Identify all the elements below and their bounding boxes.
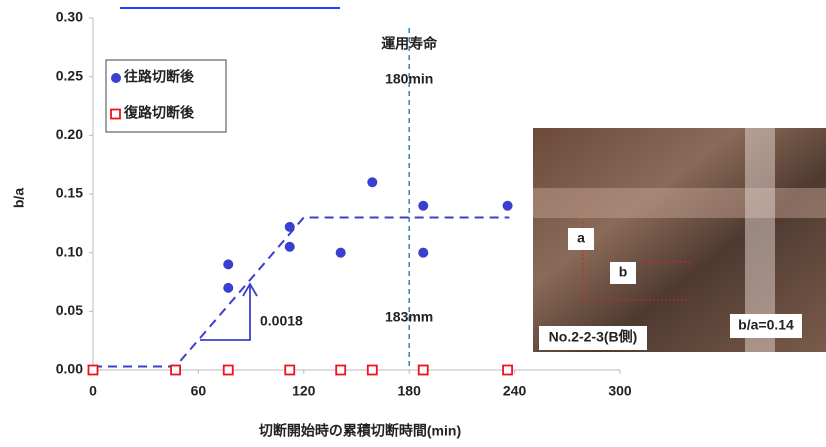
legend-swatch bbox=[111, 73, 121, 83]
legend-label: 往路切断後 bbox=[124, 69, 195, 85]
y-tick-label: 0.30 bbox=[56, 9, 83, 25]
trend-line bbox=[93, 217, 509, 366]
point-square bbox=[336, 366, 345, 375]
legend-label: 復路切断後 bbox=[123, 105, 195, 121]
photo-highlight bbox=[533, 188, 826, 218]
y-axis-title: b/a bbox=[11, 188, 27, 208]
ratio-label: b/a=0.14 bbox=[738, 317, 794, 333]
point-circle bbox=[285, 222, 295, 232]
y-tick-label: 0.20 bbox=[56, 126, 83, 142]
point-circle bbox=[503, 201, 513, 211]
slope-label: 0.0018 bbox=[260, 313, 303, 329]
point-square bbox=[503, 366, 512, 375]
point-circle bbox=[418, 201, 428, 211]
y-tick-label: 0.25 bbox=[56, 67, 83, 83]
x-tick-label: 240 bbox=[503, 383, 527, 399]
x-tick-label: 180 bbox=[398, 383, 422, 399]
x-tick-label: 0 bbox=[89, 383, 97, 399]
x-axis-title: 切断開始時の累積切断時間(min) bbox=[259, 423, 461, 439]
life-value-label: 180min bbox=[385, 71, 433, 87]
y-tick-label: 0.00 bbox=[56, 361, 83, 377]
length-label: 183mm bbox=[385, 309, 433, 325]
point-circle bbox=[285, 242, 295, 252]
x-tick-label: 120 bbox=[292, 383, 316, 399]
point-square bbox=[224, 366, 233, 375]
specimen-label: No.2-2-3(B側) bbox=[549, 329, 638, 345]
legend-swatch bbox=[111, 110, 120, 119]
point-square bbox=[368, 366, 377, 375]
y-tick-label: 0.10 bbox=[56, 243, 83, 259]
point-square bbox=[419, 366, 428, 375]
a-label: a bbox=[577, 230, 585, 246]
point-square bbox=[171, 366, 180, 375]
point-square bbox=[285, 366, 294, 375]
life-label: 運用寿命 bbox=[381, 36, 438, 52]
chart: b/a 切断開始時の累積切断時間(min) 0.00 0.05 0.10 0.15 0.… bbox=[0, 0, 826, 447]
y-tick-label: 0.15 bbox=[56, 185, 83, 201]
x-tick-label: 60 bbox=[191, 383, 207, 399]
y-tick-label: 0.05 bbox=[56, 302, 83, 318]
x-tick-label: 300 bbox=[608, 383, 632, 399]
b-label: b bbox=[619, 264, 628, 280]
point-circle bbox=[367, 177, 377, 187]
point-circle bbox=[223, 259, 233, 269]
point-square bbox=[89, 366, 98, 375]
inset-photo: a b No.2-2-3(B側) b/a=0.14 bbox=[533, 128, 826, 352]
point-circle bbox=[223, 283, 233, 293]
point-circle bbox=[418, 248, 428, 258]
point-circle bbox=[336, 248, 346, 258]
